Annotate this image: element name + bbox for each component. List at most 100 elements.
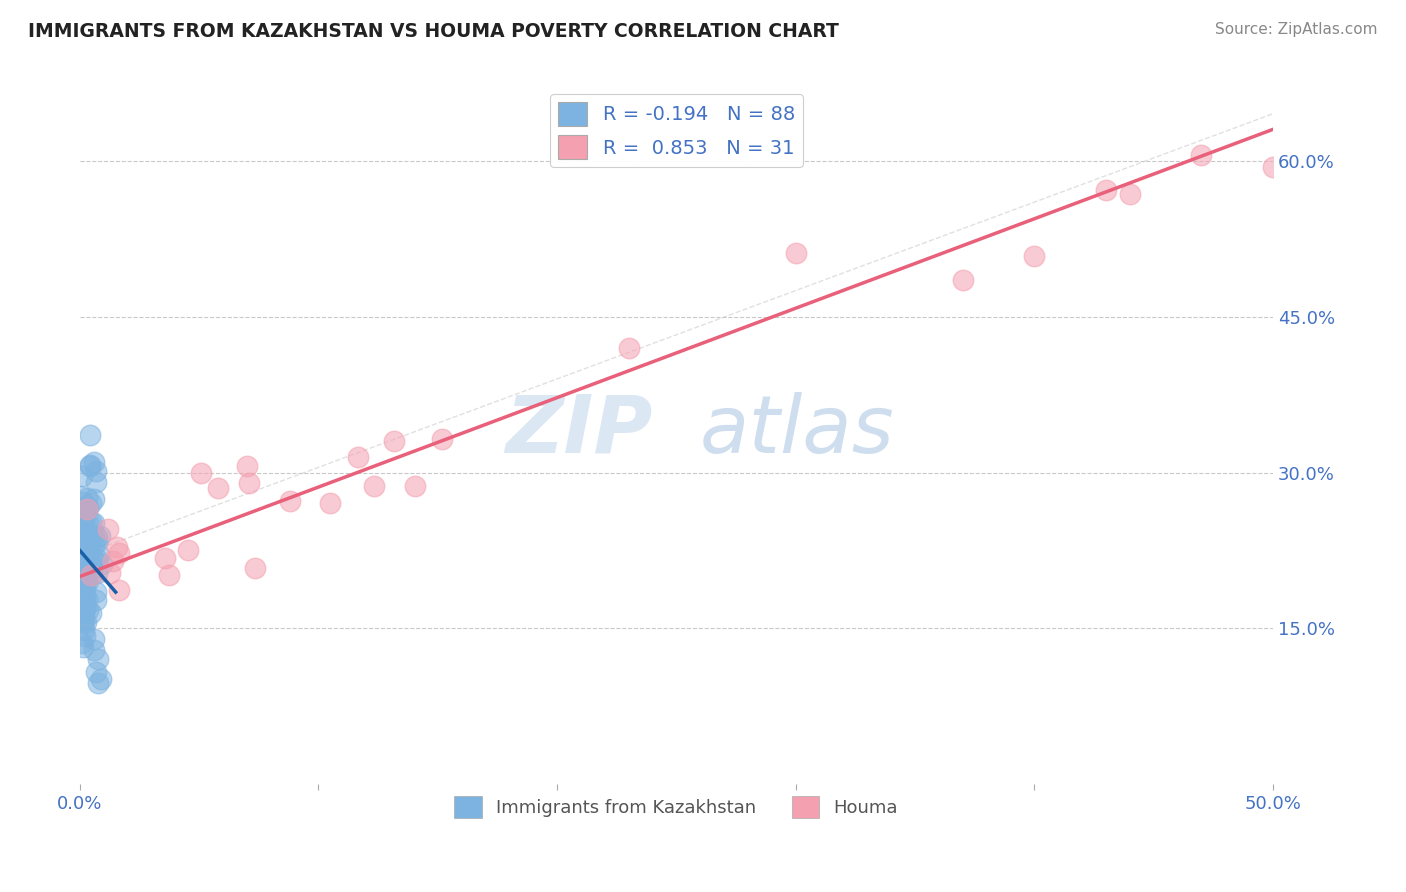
Point — [83, 632, 105, 646]
Point — [75, 547, 97, 561]
Point — [70, 576, 93, 591]
Point — [153, 551, 176, 566]
Point — [70, 556, 93, 570]
Point — [278, 494, 301, 508]
Point — [83, 455, 105, 469]
Text: IMMIGRANTS FROM KAZAKHSTAN VS HOUMA POVERTY CORRELATION CHART: IMMIGRANTS FROM KAZAKHSTAN VS HOUMA POVE… — [28, 22, 839, 41]
Point — [72, 614, 94, 628]
Point — [101, 554, 124, 568]
Point — [72, 605, 94, 619]
Point — [75, 525, 97, 540]
Point — [73, 623, 96, 637]
Point — [319, 496, 342, 510]
Point — [1189, 148, 1212, 162]
Point — [79, 556, 101, 570]
Point — [363, 478, 385, 492]
Point — [70, 529, 93, 543]
Point — [83, 552, 105, 566]
Point — [72, 568, 94, 582]
Point — [75, 615, 97, 630]
Point — [70, 577, 93, 591]
Point — [98, 566, 121, 580]
Point — [76, 501, 98, 516]
Point — [72, 495, 94, 509]
Point — [70, 533, 93, 548]
Point — [84, 665, 107, 680]
Point — [84, 592, 107, 607]
Point — [72, 523, 94, 537]
Point — [157, 568, 180, 582]
Point — [70, 603, 93, 617]
Text: Source: ZipAtlas.com: Source: ZipAtlas.com — [1215, 22, 1378, 37]
Point — [87, 652, 110, 666]
Point — [72, 563, 94, 577]
Point — [87, 676, 110, 690]
Point — [70, 582, 93, 597]
Point — [73, 630, 96, 644]
Point — [79, 459, 101, 474]
Point — [77, 516, 100, 531]
Point — [80, 496, 103, 510]
Point — [89, 529, 111, 543]
Point — [77, 602, 100, 616]
Point — [90, 558, 112, 572]
Point — [73, 513, 96, 527]
Point — [72, 546, 94, 560]
Point — [70, 636, 93, 650]
Point — [83, 492, 105, 507]
Point — [79, 458, 101, 472]
Point — [80, 606, 103, 620]
Point — [430, 433, 453, 447]
Point — [86, 535, 108, 549]
Point — [75, 499, 97, 513]
Point — [80, 567, 103, 582]
Point — [73, 602, 96, 616]
Point — [69, 549, 91, 563]
Point — [785, 245, 807, 260]
Point — [72, 567, 94, 582]
Point — [245, 561, 267, 575]
Point — [238, 475, 260, 490]
Point — [73, 599, 96, 613]
Point — [236, 458, 259, 473]
Text: ZIP: ZIP — [505, 392, 652, 470]
Point — [207, 481, 229, 495]
Point — [76, 556, 98, 570]
Point — [1024, 249, 1046, 263]
Point — [75, 574, 97, 588]
Point — [77, 545, 100, 559]
Point — [75, 589, 97, 603]
Legend: Immigrants from Kazakhstan, Houma: Immigrants from Kazakhstan, Houma — [447, 789, 905, 825]
Point — [69, 489, 91, 503]
Point — [76, 575, 98, 590]
Point — [89, 549, 111, 563]
Point — [76, 491, 98, 506]
Point — [404, 478, 426, 492]
Point — [83, 537, 105, 551]
Point — [84, 475, 107, 490]
Text: atlas: atlas — [700, 392, 896, 470]
Point — [77, 500, 100, 515]
Point — [177, 542, 200, 557]
Point — [69, 553, 91, 567]
Point — [72, 531, 94, 545]
Point — [72, 469, 94, 483]
Point — [69, 565, 91, 579]
Point — [80, 515, 103, 529]
Point — [382, 434, 405, 449]
Point — [70, 580, 93, 594]
Point — [86, 551, 108, 566]
Point — [83, 516, 105, 531]
Point — [347, 450, 370, 465]
Point — [86, 566, 108, 581]
Point — [73, 582, 96, 597]
Point — [952, 272, 974, 286]
Point — [86, 530, 108, 544]
Point — [83, 528, 105, 542]
Point — [69, 587, 91, 601]
Point — [76, 591, 98, 606]
Point — [617, 341, 640, 355]
Point — [97, 522, 120, 536]
Point — [82, 566, 104, 581]
Point — [84, 464, 107, 478]
